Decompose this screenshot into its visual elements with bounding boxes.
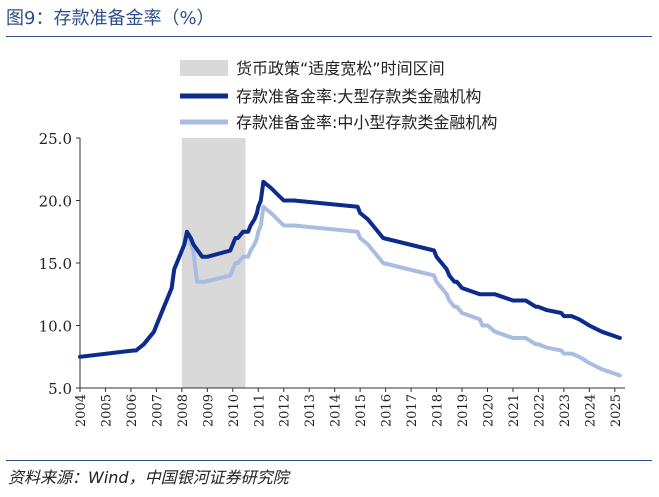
x-tick-label: 2011 <box>252 394 267 427</box>
x-tick-label: 2014 <box>329 394 344 427</box>
x-tick-label: 2022 <box>532 394 547 427</box>
x-tick-label: 2008 <box>176 394 191 427</box>
y-tick-label: 10.0 <box>39 318 72 336</box>
footer-rule <box>6 460 652 461</box>
source-note: 资料来源：Wind，中国银河证券研究院 <box>8 468 289 487</box>
x-tick-label: 2007 <box>150 394 165 427</box>
x-tick-label: 2020 <box>481 394 496 427</box>
y-tick-label: 15.0 <box>39 255 72 273</box>
y-tick-label: 20.0 <box>39 193 72 211</box>
series-line <box>78 204 622 378</box>
x-tick-label: 2015 <box>354 394 369 427</box>
x-tick-label: 2016 <box>380 394 395 427</box>
legend-label-shaded: 货币政策“适度宽松”时间区间 <box>236 59 445 78</box>
x-tick-label: 2006 <box>125 394 140 427</box>
y-tick-label: 25.0 <box>39 130 72 148</box>
x-tick-label: 2019 <box>456 394 471 427</box>
legend-swatch-shaded <box>180 60 228 76</box>
series-line <box>78 179 622 359</box>
x-tick-label: 2005 <box>99 394 114 427</box>
x-tick-label: 2004 <box>74 394 89 427</box>
legend-label-series: 存款准备金率:大型存款类金融机构 <box>236 87 481 106</box>
x-tick-label: 2012 <box>278 394 293 427</box>
x-tick-label: 2013 <box>303 394 318 427</box>
x-tick-label: 2023 <box>558 394 573 427</box>
y-tick-label: 5.0 <box>48 380 72 398</box>
x-tick-label: 2021 <box>507 394 522 427</box>
figure-title: 图9：存款准备金率（%） <box>6 8 215 29</box>
x-tick-label: 2018 <box>431 394 446 427</box>
x-tick-label: 2009 <box>201 394 216 427</box>
x-tick-label: 2017 <box>405 394 420 427</box>
x-tick-label: 2024 <box>583 394 598 427</box>
x-tick-label: 2010 <box>227 394 242 427</box>
title-rule <box>6 36 652 37</box>
x-tick-label: 2025 <box>609 394 624 427</box>
legend-label-series: 存款准备金率:中小型存款类金融机构 <box>236 113 497 132</box>
